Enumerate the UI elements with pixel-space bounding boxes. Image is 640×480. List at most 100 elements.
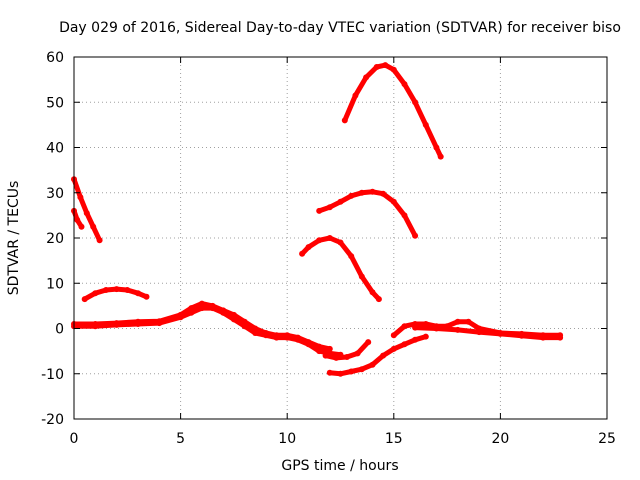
- series-line-arc-10: [327, 334, 429, 377]
- x-tick-label: 0: [70, 431, 79, 447]
- data-point: [326, 235, 333, 241]
- data-point: [230, 316, 237, 323]
- data-point: [369, 188, 376, 195]
- data-point: [363, 74, 370, 81]
- data-point: [365, 339, 372, 346]
- data-point: [375, 296, 382, 303]
- data-point: [77, 194, 84, 201]
- chart-title: Day 029 of 2016, Sidereal Day-to-day VTE…: [59, 20, 621, 36]
- series-line-arc-4: [342, 62, 444, 160]
- data-point: [497, 330, 504, 337]
- data-point: [209, 305, 216, 312]
- data-point: [433, 144, 440, 151]
- y-tick-label: 30: [46, 186, 64, 202]
- data-point: [422, 333, 429, 340]
- data-point: [198, 300, 205, 307]
- data-point: [113, 286, 120, 293]
- series-group: [71, 62, 564, 377]
- data-point: [135, 290, 141, 297]
- series-line-arc-5: [316, 189, 418, 239]
- data-point: [337, 370, 344, 377]
- data-point: [401, 323, 408, 330]
- data-point: [348, 253, 355, 260]
- data-point: [390, 66, 397, 73]
- data-point: [412, 336, 419, 343]
- data-point: [369, 289, 376, 296]
- y-tick-label: 50: [46, 95, 64, 111]
- data-point: [322, 352, 329, 359]
- data-point: [382, 62, 389, 69]
- data-point: [390, 198, 397, 205]
- y-tick-label: 0: [55, 322, 64, 338]
- data-point: [540, 334, 546, 341]
- data-point: [454, 318, 461, 325]
- data-point: [316, 207, 323, 214]
- data-point: [305, 244, 312, 251]
- data-point: [518, 332, 525, 339]
- data-point: [156, 320, 163, 327]
- data-point: [412, 232, 419, 239]
- data-point: [352, 92, 359, 99]
- x-tick-label: 5: [176, 431, 185, 447]
- data-point: [358, 273, 365, 280]
- data-point: [333, 354, 340, 361]
- data-point: [390, 332, 397, 339]
- data-point: [337, 239, 344, 246]
- data-point: [369, 361, 376, 368]
- data-point: [284, 334, 291, 341]
- y-tick-label: -10: [41, 367, 64, 383]
- data-point: [92, 290, 99, 297]
- data-point: [81, 296, 88, 303]
- data-point: [437, 153, 444, 160]
- grid: [74, 57, 607, 419]
- axis-ticks: 0 5 10 15 20 25 -20 -10 0 10 20 30 40 50 60: [41, 50, 616, 447]
- data-point: [380, 190, 387, 197]
- y-tick-label: 20: [46, 231, 64, 247]
- data-point: [198, 305, 205, 312]
- data-point: [177, 314, 184, 321]
- data-point: [326, 204, 333, 211]
- data-point: [135, 321, 141, 327]
- x-tick-label: 10: [278, 431, 296, 447]
- data-point: [341, 117, 348, 124]
- y-tick-label: 40: [46, 141, 64, 157]
- data-point: [557, 334, 564, 341]
- y-axis-label: SDTVAR / TECUs: [6, 181, 22, 296]
- data-point: [78, 223, 85, 230]
- series-line-arc-8: [71, 305, 343, 358]
- data-point: [373, 64, 380, 70]
- y-tick-label: -20: [41, 412, 64, 428]
- x-tick-label: 25: [598, 431, 616, 447]
- data-point: [422, 121, 429, 128]
- data-point: [305, 341, 312, 348]
- data-point: [316, 348, 323, 355]
- data-point: [252, 330, 259, 336]
- data-point: [262, 332, 269, 339]
- data-point: [348, 192, 355, 199]
- data-point: [83, 210, 90, 217]
- data-point: [401, 81, 408, 88]
- data-point: [412, 99, 419, 106]
- plot-frame: [73, 56, 608, 420]
- data-point: [465, 318, 472, 325]
- data-point: [343, 354, 350, 360]
- data-point: [143, 293, 150, 300]
- data-point: [124, 287, 131, 293]
- data-point: [358, 366, 365, 373]
- data-point: [433, 325, 440, 332]
- data-point: [390, 345, 397, 352]
- data-point: [74, 216, 81, 223]
- data-point: [103, 287, 109, 293]
- data-point: [401, 341, 408, 348]
- data-point: [273, 334, 280, 341]
- data-point: [316, 237, 323, 244]
- data-point: [412, 324, 419, 331]
- data-point: [220, 309, 227, 316]
- x-tick-label: 20: [491, 431, 509, 447]
- data-point: [337, 198, 344, 205]
- data-point: [476, 329, 483, 336]
- data-point: [90, 223, 97, 230]
- data-point: [294, 336, 301, 343]
- data-point: [326, 369, 333, 376]
